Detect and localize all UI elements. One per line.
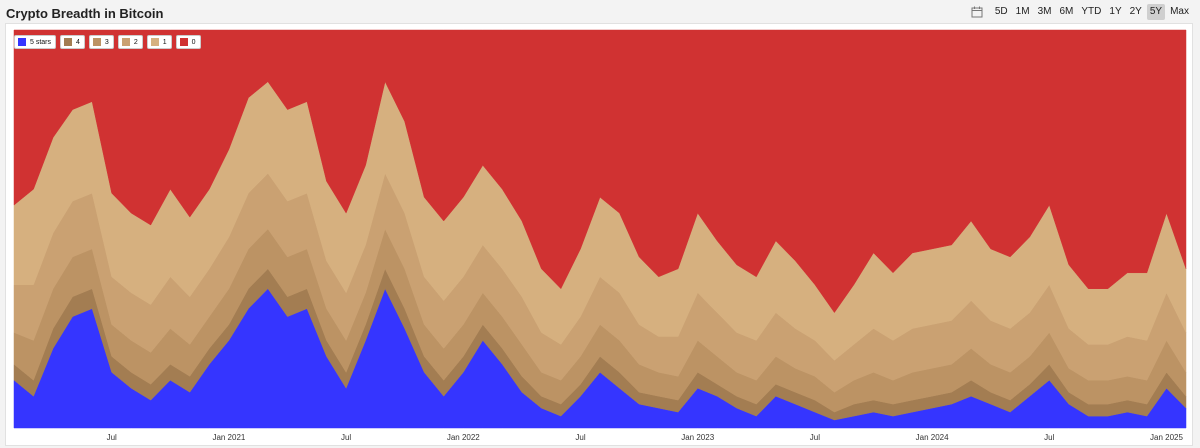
legend-label: 2: [133, 38, 138, 46]
x-tick-label: Jan 2024: [916, 433, 949, 442]
range-3m-button[interactable]: 3M: [1037, 6, 1052, 17]
calendar-icon[interactable]: [970, 5, 984, 19]
legend-swatch: [92, 38, 101, 46]
legend-label: 1: [162, 38, 167, 46]
range-2y-button[interactable]: 2Y: [1129, 6, 1142, 17]
legend-label: 5 stars: [30, 38, 52, 46]
legend-label: 3: [104, 38, 109, 46]
range-5y-button[interactable]: 5Y: [1146, 4, 1166, 20]
range-max-button[interactable]: Max: [1170, 6, 1189, 17]
chart-legend: 5 stars 4 3 2 1 0: [14, 35, 201, 49]
legend-swatch: [150, 38, 159, 46]
x-tick-label: Jul: [575, 433, 585, 442]
x-tick-label: Jul: [107, 433, 117, 442]
legend-swatch: [18, 38, 26, 46]
legend-swatch: [121, 38, 130, 46]
x-tick-label: Jul: [341, 433, 351, 442]
legend-swatch: [179, 38, 188, 46]
legend-item-3[interactable]: 3: [88, 35, 114, 49]
area-series-0: [13, 29, 1187, 314]
x-tick-label: Jan 2022: [447, 433, 480, 442]
x-tick-label: Jul: [1044, 433, 1054, 442]
legend-item-1[interactable]: 1: [146, 35, 172, 49]
x-tick-label: Jan 2023: [681, 433, 714, 442]
legend-swatch: [64, 38, 73, 46]
legend-item-5-stars[interactable]: 5 stars: [14, 35, 57, 49]
legend-item-4[interactable]: 4: [60, 35, 85, 49]
range-selector: 5D 1M 3M 6M YTD 1Y 2Y 5Y Max: [970, 4, 1192, 20]
x-tick-label: Jan 2021: [212, 433, 245, 442]
range-1y-button[interactable]: 1Y: [1109, 6, 1122, 17]
range-5d-button[interactable]: 5D: [994, 6, 1008, 17]
legend-label: 0: [191, 38, 196, 46]
page-title: Crypto Breadth in Bitcoin: [6, 6, 164, 21]
x-tick-label: Jan 2025: [1150, 433, 1183, 442]
legend-label: 4: [76, 38, 80, 46]
range-1m-button[interactable]: 1M: [1015, 6, 1030, 17]
legend-item-0[interactable]: 0: [175, 35, 201, 49]
legend-item-2[interactable]: 2: [117, 35, 143, 49]
range-6m-button[interactable]: 6M: [1059, 6, 1074, 17]
range-ytd-button[interactable]: YTD: [1081, 6, 1102, 17]
x-tick-label: Jul: [810, 433, 820, 442]
